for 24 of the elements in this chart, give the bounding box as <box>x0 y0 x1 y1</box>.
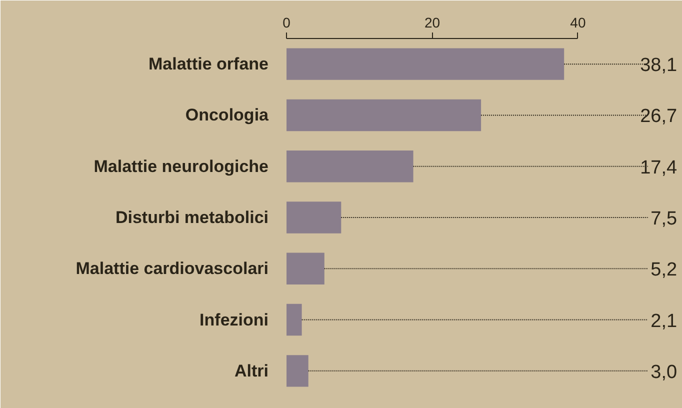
bar <box>286 252 324 284</box>
x-tick-label: 20 <box>424 14 440 30</box>
x-tick-label: 0 <box>282 14 291 30</box>
data-label: 5,2 <box>650 260 678 281</box>
y-tick-label: Malattie cardiovascolari <box>76 259 269 278</box>
x-tick-label: 40 <box>570 14 586 30</box>
bar <box>286 355 308 387</box>
y-tick-label: Altri <box>234 361 268 380</box>
y-tick-label: Disturbi metabolici <box>115 208 269 227</box>
data-label: 26,7 <box>640 106 678 128</box>
bar <box>286 150 414 182</box>
bar <box>286 48 564 80</box>
bar <box>286 304 302 336</box>
y-tick-label: Malattie neurologiche <box>94 156 268 176</box>
bar <box>286 99 482 132</box>
y-tick-label: Oncologia <box>185 106 270 125</box>
y-tick-label: Infezioni <box>200 310 269 330</box>
data-label: 7,5 <box>650 208 678 230</box>
data-label: 17,4 <box>640 157 678 178</box>
data-label: 38,1 <box>640 55 678 76</box>
bar <box>286 202 342 234</box>
data-label: 2,1 <box>650 310 678 332</box>
y-tick-label: Malattie orfane <box>148 54 269 74</box>
data-label: 3,0 <box>650 362 678 383</box>
